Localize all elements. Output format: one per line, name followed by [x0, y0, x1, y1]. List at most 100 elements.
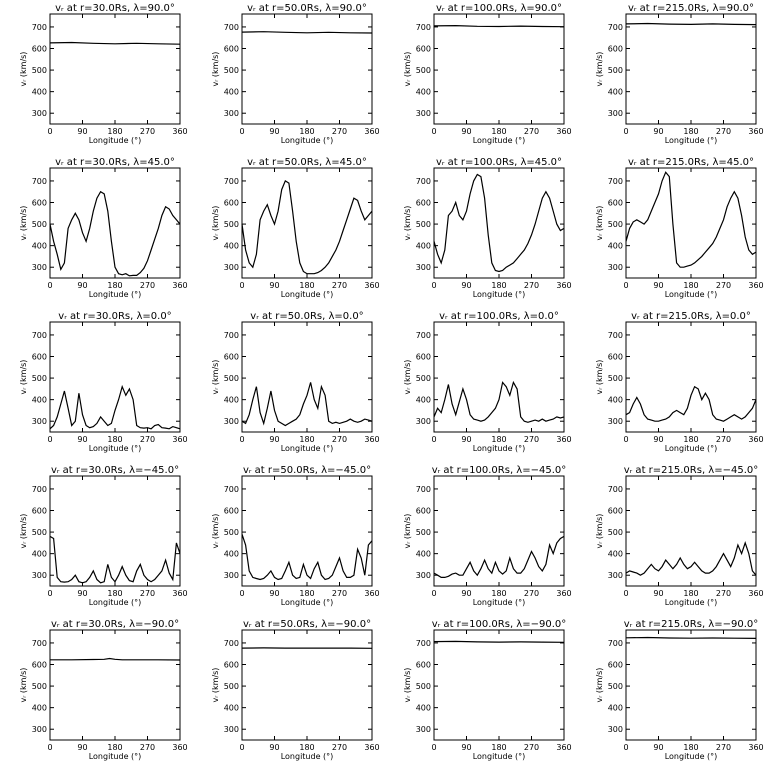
series-line [241, 534, 373, 581]
x-tick-label: 360 [748, 281, 763, 290]
y-tick-label: 300 [416, 571, 431, 580]
x-tick-label: 360 [748, 589, 763, 598]
y-tick-label: 400 [224, 550, 239, 559]
x-axis-label: Longitude (°) [665, 136, 718, 145]
x-tick-label: 0 [47, 743, 52, 752]
y-tick-label: 400 [224, 242, 239, 251]
x-tick-label: 360 [748, 435, 763, 444]
series-line [49, 535, 181, 584]
plot-frame [49, 13, 181, 125]
y-tick-label: 700 [224, 177, 239, 186]
y-tick-label: 300 [32, 263, 47, 272]
y-tick-label: 600 [224, 45, 239, 54]
y-tick-label: 500 [416, 682, 431, 691]
x-tick-label: 180 [491, 127, 506, 136]
x-tick-label: 270 [524, 743, 539, 752]
x-tick-label: 180 [683, 743, 698, 752]
subplot-title: vᵣ at r=30.0Rs, λ=0.0° [58, 311, 171, 322]
subplot: vᵣ at r=100.0Rs, λ=−45.0° 0 90 180 270 360 300… [403, 465, 572, 607]
x-tick-label: 360 [556, 743, 571, 752]
x-tick-label: 90 [653, 281, 663, 290]
x-tick-label: 90 [461, 743, 471, 752]
y-tick-label: 700 [32, 331, 47, 340]
y-tick-label: 400 [224, 396, 239, 405]
subplot: vᵣ at r=100.0Rs, λ=0.0° 0 90 180 270 360 300 40… [403, 311, 572, 453]
y-tick-label: 400 [32, 88, 47, 97]
x-tick-label: 270 [332, 743, 347, 752]
x-tick-label: 360 [556, 589, 571, 598]
y-tick-label: 700 [32, 23, 47, 32]
series-line [625, 636, 757, 639]
subplot: vᵣ at r=50.0Rs, λ=90.0° 0 90 180 270 360 300 40… [211, 3, 380, 145]
y-tick-label: 300 [224, 263, 239, 272]
y-tick-label: 400 [416, 550, 431, 559]
x-tick-label: 270 [140, 589, 155, 598]
x-tick-label: 0 [47, 127, 52, 136]
y-tick-label: 300 [224, 109, 239, 118]
x-tick-label: 360 [364, 435, 379, 444]
y-axis-label: vᵣ (km/s) [211, 206, 220, 241]
x-tick-label: 90 [269, 743, 279, 752]
x-axis-label: Longitude (°) [89, 290, 142, 299]
x-tick-label: 180 [107, 743, 122, 752]
subplot: vᵣ at r=215.0Rs, λ=−90.0° 0 90 180 270 360 300… [595, 619, 764, 761]
y-tick-label: 400 [608, 396, 623, 405]
plot-frame [241, 629, 373, 741]
subplot-title: vᵣ at r=100.0Rs, λ=−45.0° [432, 465, 567, 476]
subplot-title: vᵣ at r=100.0Rs, λ=45.0° [436, 157, 562, 168]
y-tick-label: 700 [608, 177, 623, 186]
x-axis-label: Longitude (°) [665, 752, 718, 761]
y-tick-label: 700 [32, 485, 47, 494]
subplot-title: vᵣ at r=30.0Rs, λ=−45.0° [51, 465, 179, 476]
subplot-title: vᵣ at r=50.0Rs, λ=90.0° [247, 3, 367, 14]
x-axis-label: Longitude (°) [473, 444, 526, 453]
x-axis-label: Longitude (°) [281, 136, 334, 145]
y-tick-label: 300 [416, 263, 431, 272]
y-axis-label: vᵣ (km/s) [403, 514, 412, 549]
y-tick-label: 600 [608, 507, 623, 516]
x-tick-label: 360 [364, 743, 379, 752]
y-tick-label: 600 [416, 199, 431, 208]
subplot-title: vᵣ at r=100.0Rs, λ=−90.0° [432, 619, 567, 630]
y-tick-label: 300 [224, 571, 239, 580]
x-tick-label: 360 [748, 743, 763, 752]
y-tick-label: 400 [608, 88, 623, 97]
y-tick-label: 600 [224, 661, 239, 670]
y-tick-label: 600 [224, 353, 239, 362]
x-tick-label: 90 [653, 743, 663, 752]
series-line [433, 535, 565, 579]
y-tick-label: 300 [224, 725, 239, 734]
y-tick-label: 300 [416, 725, 431, 734]
x-tick-label: 270 [716, 127, 731, 136]
subplot: vᵣ at r=30.0Rs, λ=−45.0° 0 90 180 270 360 300 4… [19, 465, 188, 607]
x-tick-label: 270 [524, 281, 539, 290]
y-tick-label: 300 [32, 725, 47, 734]
x-tick-label: 0 [431, 743, 436, 752]
x-tick-label: 270 [716, 281, 731, 290]
y-axis-label: vᵣ (km/s) [19, 514, 28, 549]
y-axis-label: vᵣ (km/s) [211, 52, 220, 87]
y-tick-label: 600 [32, 507, 47, 516]
y-tick-label: 300 [32, 417, 47, 426]
y-axis-label: vᵣ (km/s) [595, 514, 604, 549]
y-tick-label: 700 [224, 485, 239, 494]
x-tick-label: 90 [269, 127, 279, 136]
y-tick-label: 700 [608, 23, 623, 32]
x-tick-label: 270 [524, 435, 539, 444]
y-tick-label: 400 [416, 396, 431, 405]
y-tick-label: 500 [32, 682, 47, 691]
y-tick-label: 700 [224, 331, 239, 340]
x-tick-label: 180 [299, 589, 314, 598]
subplot: vᵣ at r=50.0Rs, λ=−90.0° 0 90 180 270 360 300 4… [211, 619, 380, 761]
y-tick-label: 500 [224, 66, 239, 75]
x-tick-label: 180 [683, 589, 698, 598]
x-tick-label: 90 [653, 435, 663, 444]
x-tick-label: 0 [47, 589, 52, 598]
plot-frame [433, 167, 565, 279]
x-axis-label: Longitude (°) [665, 444, 718, 453]
plot-frame [49, 475, 181, 587]
y-axis-label: vᵣ (km/s) [595, 360, 604, 395]
x-tick-label: 0 [431, 589, 436, 598]
x-tick-label: 0 [239, 281, 244, 290]
y-tick-label: 600 [416, 45, 431, 54]
